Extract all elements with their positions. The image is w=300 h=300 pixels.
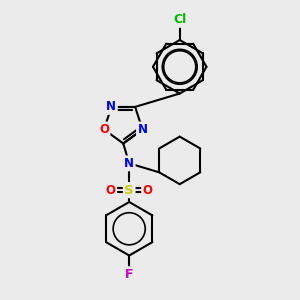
- Text: O: O: [142, 184, 153, 196]
- Text: N: N: [106, 100, 116, 113]
- Text: O: O: [106, 184, 116, 196]
- Text: S: S: [124, 184, 134, 196]
- Text: N: N: [124, 157, 134, 170]
- Text: Cl: Cl: [173, 13, 186, 26]
- Text: O: O: [99, 123, 109, 136]
- Text: F: F: [125, 268, 134, 281]
- Text: N: N: [137, 123, 148, 136]
